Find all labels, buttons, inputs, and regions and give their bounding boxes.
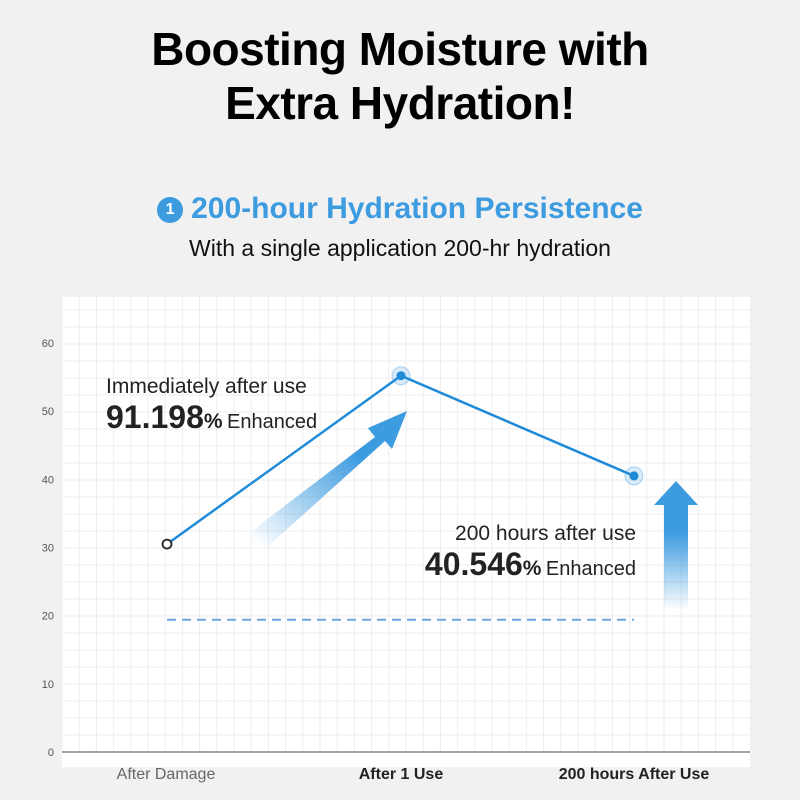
section-number-badge: 1 [157, 197, 184, 223]
section-subtitle: With a single application 200-hr hydrati… [189, 235, 611, 261]
y-tick-label: 30 [42, 543, 54, 555]
rise-arrow [240, 411, 407, 558]
annotation-immediate: Immediately after use 91.198% Enhanced [106, 375, 318, 435]
y-tick-label: 20 [42, 611, 54, 623]
y-tick-label: 10 [42, 679, 54, 691]
x-tick-label: After Damage [117, 766, 216, 783]
x-tick-label: 200 hours After Use [559, 766, 710, 783]
data-point [161, 538, 173, 550]
up-arrow [654, 481, 698, 610]
x-tick-label: After 1 Use [359, 766, 444, 783]
y-tick-label: 50 [42, 406, 54, 418]
data-point [629, 471, 639, 481]
y-tick-label: 40 [42, 474, 54, 486]
y-tick-label: 0 [48, 747, 54, 759]
page-title: Boosting Moisture with Extra Hydration! [151, 23, 649, 129]
y-tick-label: 60 [42, 338, 54, 350]
section-title: 1 200-hour Hydration Persistence [0, 192, 800, 226]
data-point [396, 371, 406, 381]
annotation-200h: 200 hours after use 40.546% Enhanced [424, 522, 636, 582]
